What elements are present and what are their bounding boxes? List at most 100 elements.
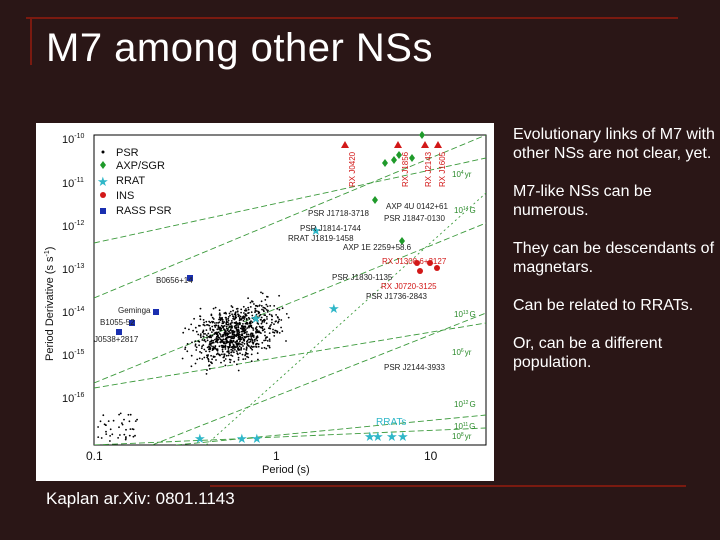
psr-point — [255, 326, 258, 328]
psr-point — [239, 340, 241, 343]
rass-psr-point — [153, 309, 159, 315]
psr-point — [235, 350, 238, 352]
b-field-line-11 — [175, 414, 486, 445]
psr-point — [270, 314, 273, 316]
psr-point — [128, 420, 131, 423]
psr-point — [246, 340, 248, 343]
psr-point — [219, 319, 222, 322]
psr-point — [202, 323, 205, 326]
psr-point — [255, 331, 257, 334]
ins-point — [341, 141, 349, 148]
y-tick: 10-11 — [62, 177, 84, 190]
psr-point — [256, 320, 259, 322]
psr-point — [203, 356, 206, 359]
psr-point — [207, 357, 210, 360]
psr-point — [213, 346, 216, 349]
psr-point — [202, 319, 205, 321]
psr-point — [259, 326, 262, 329]
psr-point — [248, 341, 251, 344]
psr-point — [221, 350, 224, 353]
psr-point — [123, 418, 125, 421]
psr-point — [239, 352, 241, 355]
psr-point — [111, 433, 114, 436]
psr-point — [200, 347, 203, 350]
psr-point — [190, 365, 193, 368]
psr-point — [202, 333, 205, 335]
psr-point — [204, 333, 207, 335]
label-rx1308: RX J1308.6+2127 — [382, 257, 447, 266]
psr-point — [242, 315, 245, 318]
psr-point — [208, 350, 211, 353]
psr-point — [280, 319, 283, 321]
psr-point — [243, 312, 245, 314]
legend-ins-icon — [100, 192, 106, 198]
psr-point — [117, 437, 119, 439]
psr-point — [261, 341, 264, 344]
psr-point — [246, 331, 248, 333]
psr-point — [240, 349, 242, 351]
psr-point — [203, 321, 206, 324]
psr-point — [249, 335, 252, 337]
psr-point — [244, 354, 247, 357]
psr-point — [229, 344, 232, 346]
psr-point — [227, 345, 229, 348]
psr-point — [281, 307, 284, 310]
psr-point — [100, 437, 103, 439]
psr-point — [258, 330, 260, 332]
psr-point — [244, 313, 247, 315]
field-label: 1014G — [454, 206, 476, 215]
psr-point — [118, 413, 120, 416]
psr-point — [215, 348, 218, 351]
psr-point — [210, 345, 213, 347]
psr-point — [223, 359, 226, 362]
psr-point — [244, 336, 247, 339]
psr-point — [105, 433, 108, 435]
psr-point — [223, 312, 226, 315]
psr-point — [186, 343, 189, 345]
psr-point — [236, 339, 239, 342]
y-tick: 10-15 — [62, 349, 84, 362]
psr-point — [212, 318, 215, 320]
psr-point — [230, 320, 233, 322]
psr-point — [272, 331, 274, 334]
psr-point — [224, 337, 227, 340]
ins-point — [434, 265, 440, 271]
psr-point — [238, 331, 241, 334]
psr-point — [199, 333, 202, 335]
psr-point — [105, 424, 107, 426]
legend-ins: INS — [116, 190, 134, 202]
ins-label: RX J1856 — [401, 151, 410, 187]
psr-point — [195, 330, 198, 333]
psr-point — [251, 300, 254, 303]
psr-point — [253, 345, 255, 348]
x-axis-label: Period (s) — [262, 464, 310, 476]
age-line-8 — [94, 427, 486, 445]
rass-psr-points — [116, 275, 193, 335]
psr-point — [229, 359, 232, 361]
psr-point — [221, 335, 224, 337]
psr-point — [252, 327, 254, 330]
psr-point — [214, 341, 217, 343]
psr-point — [238, 314, 240, 317]
psr-point — [225, 342, 227, 345]
psr-point — [249, 301, 252, 304]
psr-point — [276, 331, 279, 334]
psr-point — [109, 440, 111, 442]
psr-point — [199, 324, 201, 327]
ins-label: RX J0420 — [348, 151, 357, 187]
ins-point — [414, 260, 420, 266]
psr-point — [254, 307, 257, 310]
psr-point — [230, 339, 233, 342]
psr-point — [119, 412, 122, 415]
psr-point — [208, 345, 210, 348]
psr-point — [200, 336, 202, 339]
psr-point — [131, 428, 134, 430]
psr-point — [245, 308, 247, 310]
psr-point — [220, 361, 222, 364]
psr-point — [223, 346, 225, 348]
psr-point — [209, 342, 211, 345]
psr-point — [218, 309, 221, 312]
psr-point — [218, 328, 221, 331]
psr-point — [247, 333, 250, 336]
psr-point — [256, 329, 258, 331]
